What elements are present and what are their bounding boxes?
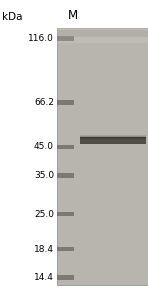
Text: 116.0: 116.0 (28, 34, 54, 43)
Bar (57, 173, 74, 178)
Bar (57, 30, 148, 37)
Bar (57, 247, 74, 251)
Text: 14.4: 14.4 (34, 273, 54, 282)
Bar (80, 138, 146, 140)
Bar (57, 100, 74, 105)
Text: 35.0: 35.0 (34, 171, 54, 180)
Bar (57, 28, 148, 285)
Bar (57, 145, 74, 149)
Text: 25.0: 25.0 (34, 210, 54, 219)
Bar (80, 137, 146, 138)
Bar (80, 137, 146, 144)
Bar (80, 135, 146, 136)
Bar (80, 138, 146, 139)
Text: 45.0: 45.0 (34, 142, 54, 151)
Bar (57, 275, 74, 280)
Text: 66.2: 66.2 (34, 98, 54, 107)
Bar (80, 136, 146, 137)
Text: M: M (68, 9, 78, 22)
Bar (57, 28, 148, 44)
Text: kDa: kDa (2, 12, 22, 22)
Text: 18.4: 18.4 (34, 245, 54, 254)
Bar (57, 36, 74, 41)
Bar (57, 212, 74, 216)
